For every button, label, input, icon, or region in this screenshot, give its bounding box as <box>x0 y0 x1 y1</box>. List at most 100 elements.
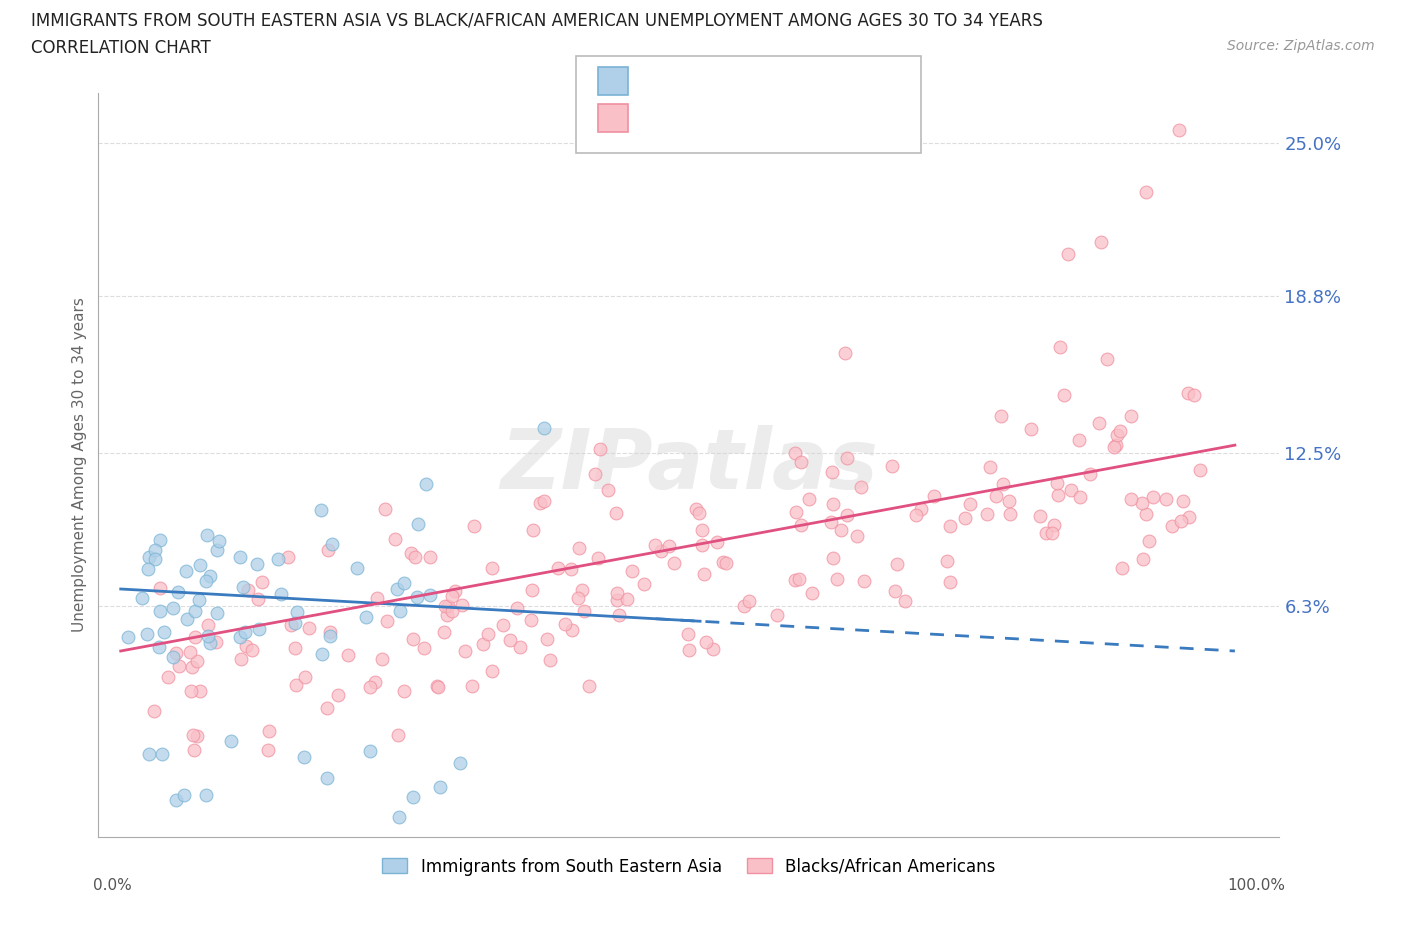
Point <box>693 566 716 581</box>
Point <box>1137 534 1160 549</box>
Point <box>481 561 503 576</box>
Point <box>257 743 280 758</box>
Point <box>270 587 292 602</box>
Point <box>138 550 160 565</box>
Point <box>561 623 583 638</box>
Point <box>165 645 187 660</box>
Point <box>785 504 807 519</box>
Point <box>1046 475 1069 490</box>
Point <box>277 550 299 565</box>
Y-axis label: Unemployment Among Ages 30 to 34 years: Unemployment Among Ages 30 to 34 years <box>72 298 87 632</box>
Point <box>285 678 308 693</box>
Point <box>259 724 281 738</box>
Point <box>205 634 228 649</box>
Point <box>606 592 628 607</box>
Point <box>433 598 456 613</box>
Point <box>298 621 321 636</box>
Point <box>481 664 503 679</box>
Point <box>536 632 558 647</box>
Point <box>419 549 441 564</box>
Point <box>371 651 394 666</box>
Point <box>200 569 222 584</box>
Point <box>136 627 159 642</box>
Point <box>318 625 340 640</box>
Point <box>609 607 631 622</box>
Point <box>246 591 269 606</box>
Point <box>571 582 593 597</box>
Point <box>830 523 852 538</box>
Point <box>284 615 307 630</box>
Point <box>173 787 195 802</box>
Point <box>117 630 139 644</box>
Point <box>1121 408 1143 423</box>
Point <box>520 582 543 597</box>
Point <box>229 630 252 644</box>
Point <box>441 589 464 604</box>
Point <box>689 506 711 521</box>
Point <box>1019 421 1042 436</box>
Point <box>797 492 820 507</box>
Point <box>186 653 208 668</box>
Point <box>821 497 844 512</box>
Point <box>835 507 858 522</box>
Point <box>1161 518 1184 533</box>
Point <box>821 465 844 480</box>
Point <box>387 728 409 743</box>
Text: R =: R = <box>640 109 682 127</box>
Point <box>1052 388 1074 403</box>
Point <box>578 679 600 694</box>
Point <box>131 591 153 605</box>
Point <box>506 601 529 616</box>
Point <box>284 641 307 656</box>
Point <box>1170 513 1192 528</box>
Text: Source: ZipAtlas.com: Source: ZipAtlas.com <box>1227 39 1375 53</box>
Point <box>392 684 415 698</box>
Point <box>1040 526 1063 541</box>
Point <box>787 571 810 586</box>
Point <box>426 678 449 693</box>
Point <box>463 518 485 533</box>
Point <box>1078 467 1101 482</box>
Point <box>316 701 339 716</box>
Point <box>685 501 707 516</box>
Point <box>583 466 606 481</box>
Point <box>1177 386 1199 401</box>
Point <box>621 564 644 578</box>
Point <box>520 612 543 627</box>
Point <box>834 346 856 361</box>
Point <box>404 550 426 565</box>
Point <box>183 604 205 618</box>
Point <box>560 562 582 577</box>
Point <box>149 580 172 595</box>
Point <box>195 788 218 803</box>
Point <box>1135 185 1157 200</box>
Point <box>820 515 842 530</box>
Point <box>461 679 484 694</box>
Point <box>716 556 738 571</box>
Point <box>1060 483 1083 498</box>
Point <box>823 551 845 565</box>
Point <box>1178 510 1201 525</box>
Point <box>959 497 981 512</box>
Point <box>309 502 332 517</box>
Point <box>1088 416 1111 431</box>
Point <box>1035 526 1057 541</box>
Point <box>766 607 789 622</box>
Point <box>316 543 339 558</box>
Point <box>1173 494 1195 509</box>
Point <box>229 651 252 666</box>
Point <box>389 603 412 618</box>
Point <box>149 533 172 548</box>
Point <box>1135 507 1157 522</box>
Point <box>499 632 522 647</box>
Point <box>443 584 465 599</box>
Point <box>374 501 396 516</box>
Point <box>162 650 184 665</box>
Point <box>586 551 609 565</box>
Point <box>165 792 187 807</box>
Point <box>250 575 273 590</box>
Point <box>605 506 627 521</box>
Point <box>711 554 734 569</box>
Point <box>676 627 699 642</box>
Point <box>167 584 190 599</box>
